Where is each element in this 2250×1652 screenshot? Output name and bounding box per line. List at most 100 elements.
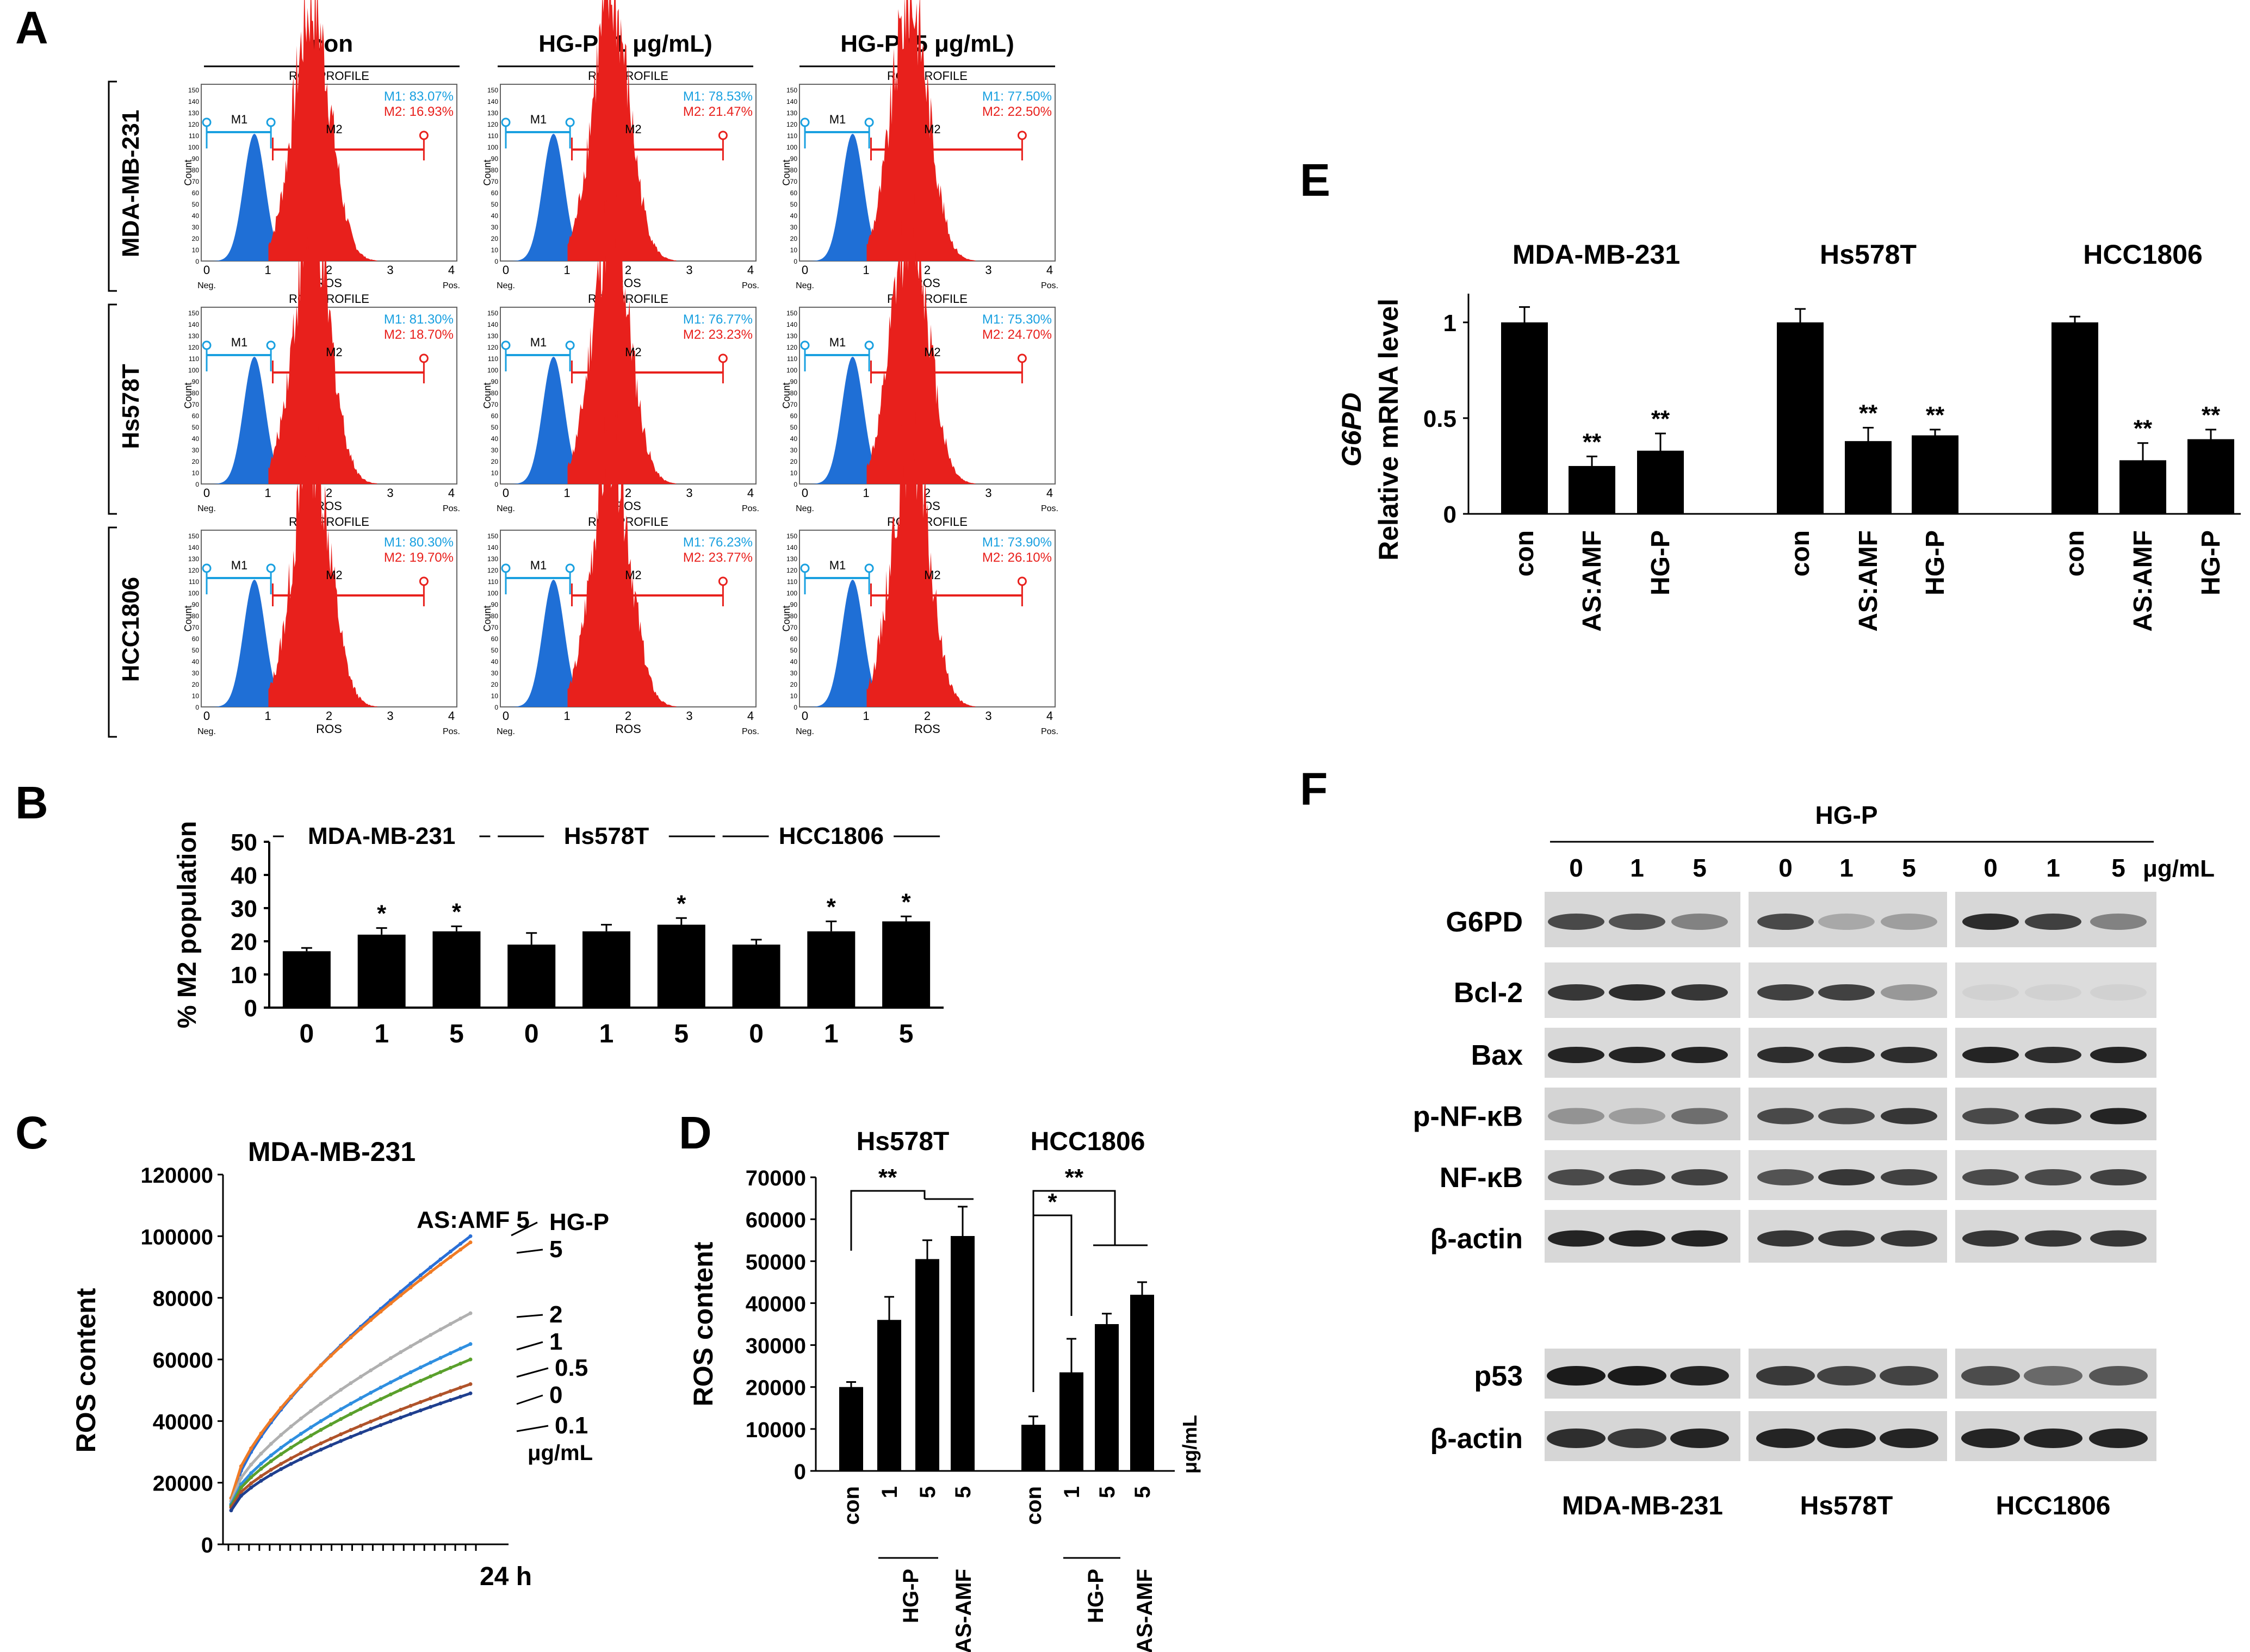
bar <box>282 951 331 1008</box>
y-tick: 30 <box>192 223 200 231</box>
x-tick-label: 1 <box>599 1020 614 1048</box>
m1-label: M1 <box>530 113 547 126</box>
y-tick: 20 <box>192 235 200 243</box>
y-tick: 150 <box>487 532 498 540</box>
m1-gate-knob <box>266 117 276 127</box>
y-axis-label: Count <box>482 382 493 408</box>
y-tick: 70 <box>491 178 499 185</box>
y-tick: 130 <box>786 332 797 340</box>
bar <box>877 1320 901 1471</box>
y-tick: 40 <box>790 435 798 443</box>
y-tick: 70 <box>491 624 499 631</box>
x-tick: 0 <box>203 709 210 723</box>
x-tick: 1 <box>563 709 570 723</box>
neg-label: Neg. <box>497 281 515 290</box>
row-label: HCC1806 <box>117 577 144 682</box>
neg-label: Neg. <box>497 727 515 736</box>
blot-band <box>1671 1230 1728 1247</box>
x-tick: 1 <box>563 263 570 277</box>
m1-gate-knob <box>864 340 874 350</box>
row-bracket <box>108 80 117 292</box>
blot-band <box>1608 1366 1666 1386</box>
pos-label: Pos. <box>443 727 460 736</box>
blot-band <box>1880 1429 1938 1448</box>
x-tick: 0 <box>802 263 808 277</box>
y-tick: 30 <box>192 446 200 454</box>
protein-label: p53 <box>1474 1361 1523 1392</box>
x-tick: 2 <box>924 709 931 723</box>
y-axis-label: % M2 population <box>173 821 202 1028</box>
treatment-label: AS-AMF <box>1133 1569 1157 1652</box>
blot-band <box>1962 1169 2019 1185</box>
y-tick: 140 <box>786 98 797 105</box>
bar <box>1777 322 1824 514</box>
blot-band <box>1671 1047 1728 1063</box>
m1-peak <box>207 134 293 261</box>
x-tick: 0 <box>203 486 210 500</box>
cell-line-label: Hs578T <box>1800 1492 1893 1520</box>
y-tick-label: 10000 <box>746 1418 806 1442</box>
blot-band <box>1881 1108 1937 1125</box>
y-tick: 50 <box>790 647 798 654</box>
y-tick: 150 <box>188 309 199 317</box>
series-line <box>230 1382 471 1508</box>
y-tick: 150 <box>487 309 498 317</box>
protein-label: p-NF-κB <box>1413 1101 1523 1133</box>
m2-percent: M2: 19.70% <box>384 550 454 565</box>
m1-gate-knob <box>266 563 276 573</box>
blot-band <box>2089 1429 2148 1448</box>
significance: ** <box>2202 402 2221 428</box>
blot-band <box>1961 1429 2020 1448</box>
blot-band <box>1757 914 1814 930</box>
pos-label: Pos. <box>1041 727 1058 736</box>
row-label: Hs578T <box>117 364 144 449</box>
m1-label: M1 <box>231 113 248 126</box>
m1-gate-knob <box>800 563 810 573</box>
m2-gate-knob <box>419 131 429 140</box>
series-line <box>230 1241 472 1499</box>
m1-gate-knob <box>501 563 511 573</box>
y-tick: 110 <box>488 578 498 586</box>
chart-d: 0 10000 20000 30000 40000 50000 60000 70000 ROS … <box>688 1127 1201 1652</box>
treatment-label: AS-AMF <box>952 1569 976 1652</box>
y-tick: 30 <box>491 669 499 677</box>
y-tick: 60 <box>491 189 499 197</box>
y-tick: 80 <box>790 166 798 174</box>
significance: ** <box>1926 402 1945 428</box>
y-axis-label: ROS content <box>71 1288 101 1452</box>
series-line <box>230 1312 472 1502</box>
blot-band <box>1818 1230 1875 1247</box>
x-tick: 2 <box>625 709 631 723</box>
m2-peak <box>268 0 377 261</box>
y-tick: 70 <box>192 624 200 631</box>
y-tick: 10 <box>491 246 499 254</box>
x-tick: 4 <box>448 486 455 500</box>
x-axis-label: ROS <box>316 722 342 736</box>
significance: ** <box>1859 400 1878 427</box>
cell-line-label: HCC1806 <box>1996 1492 2111 1520</box>
x-tick: 3 <box>686 486 692 500</box>
x-axis-label: ROS <box>914 722 940 736</box>
bar <box>882 921 931 1008</box>
x-tick: 4 <box>1046 263 1053 277</box>
m1-peak <box>207 580 293 707</box>
neg-label: Neg. <box>796 504 814 513</box>
m2-gate-knob <box>1017 353 1027 363</box>
m1-percent: M1: 80.30% <box>384 535 454 550</box>
m2-label: M2 <box>924 122 941 136</box>
y-tick-label: 60000 <box>746 1208 806 1232</box>
x-tick-label: HG-P <box>1646 530 1675 595</box>
column-header: HG-P (5 μg/mL) <box>840 30 1014 57</box>
y-tick: 120 <box>786 344 797 351</box>
significance: * <box>452 899 462 926</box>
row-label: MDA-MB-231 <box>117 110 144 257</box>
y-tick-label: 80000 <box>153 1287 213 1311</box>
blot-band <box>1817 1429 1876 1448</box>
y-tick: 60 <box>790 412 798 420</box>
y-tick: 70 <box>192 178 200 185</box>
y-tick-label: 30000 <box>746 1334 806 1358</box>
dose-label: 1 <box>1630 854 1644 882</box>
y-tick: 30 <box>491 446 499 454</box>
x-tick-label: con <box>840 1486 864 1525</box>
m2-percent: M2: 22.50% <box>982 104 1052 119</box>
